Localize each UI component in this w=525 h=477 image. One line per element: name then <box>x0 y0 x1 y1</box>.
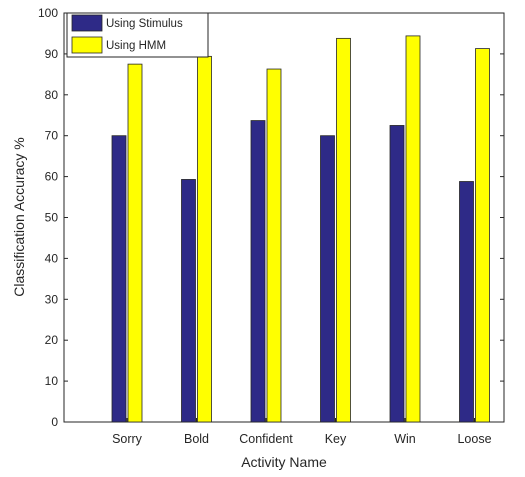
x-tick-label-win: Win <box>394 432 416 446</box>
bar-stimulus-bold <box>181 179 196 423</box>
bar-hmm-win <box>405 35 421 423</box>
bar-stimulus-confident <box>250 120 266 423</box>
y-tick-label: 0 <box>51 415 58 429</box>
y-tick-label: 90 <box>45 47 59 61</box>
y-tick-label: 40 <box>45 251 59 265</box>
x-tick-label-bold: Bold <box>184 432 209 446</box>
bar-stimulus-win <box>389 125 405 423</box>
bar-stimulus-loose <box>459 181 474 423</box>
bar-hmm-bold <box>197 55 212 423</box>
bar-stimulus-sorry <box>111 135 127 423</box>
y-axis-ticks: 0 10 20 30 40 50 60 70 80 90 100 <box>38 6 504 429</box>
legend-swatch-stimulus <box>71 14 103 32</box>
legend: Using Stimulus Using HMM <box>66 12 209 58</box>
x-axis-ticks: Sorry Bold Confident Key Win Loose <box>112 418 492 446</box>
y-tick-label: 100 <box>38 6 58 20</box>
y-tick-label: 80 <box>45 88 59 102</box>
y-axis-label: Classification Accuracy % <box>11 137 27 297</box>
y-tick-label: 20 <box>45 333 59 347</box>
x-tick-label-key: Key <box>325 432 347 446</box>
y-tick-label: 50 <box>45 211 59 225</box>
bar-stimulus-key <box>320 135 335 423</box>
bar-hmm-key <box>336 37 351 423</box>
x-tick-label-loose: Loose <box>457 432 491 446</box>
bar-hmm-confident <box>266 68 282 423</box>
y-tick-label: 60 <box>45 170 59 184</box>
bar-hmm-sorry <box>127 63 143 423</box>
x-tick-label-sorry: Sorry <box>112 432 143 446</box>
y-tick-label: 30 <box>45 292 59 306</box>
y-tick-label: 70 <box>45 129 59 143</box>
legend-label-stimulus: Using Stimulus <box>106 18 183 30</box>
legend-swatch-hmm <box>71 36 103 54</box>
legend-label-hmm: Using HMM <box>106 40 166 52</box>
bar-hmm-loose <box>475 48 490 423</box>
bars-layer <box>111 35 490 423</box>
y-tick-label: 10 <box>45 374 59 388</box>
x-tick-label-confident: Confident <box>239 432 293 446</box>
x-axis-label: Activity Name <box>241 454 327 470</box>
